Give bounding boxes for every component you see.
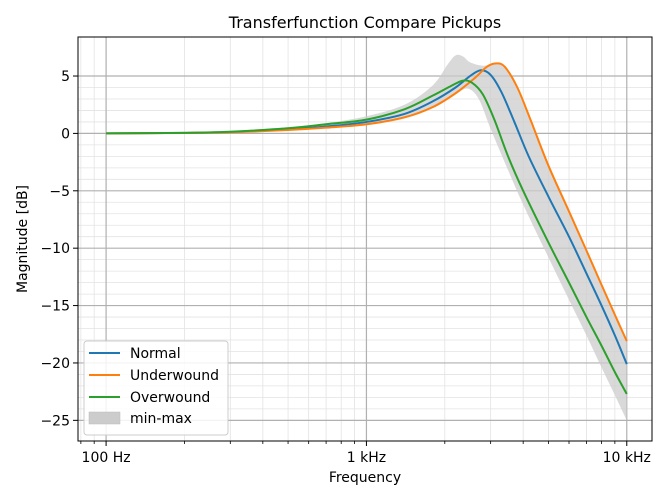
x-tick-label: 1 kHz [347,450,386,466]
legend-swatch-min-max [88,411,121,425]
x-axis-ticks: 100 Hz 1 kHz 10 kHz [80,441,651,466]
legend-box [83,340,229,436]
series-line-underwound [106,62,628,342]
series-line-overwound [106,79,628,395]
y-tick-label: −10 [40,241,70,257]
y-tick-label: −5 [49,184,70,200]
legend: Normal Underwound Overwound min-max [83,340,229,436]
series-lines [106,62,628,395]
legend-label-normal: Normal [130,346,181,362]
y-tick-label: −20 [40,356,70,372]
plot-frame [77,36,653,442]
y-axis-label: Magnitude [dB] [15,185,31,293]
legend-label-underwound: Underwound [130,368,219,384]
chart-title: Transferfunction Compare Pickups [228,13,501,32]
y-tick-label: −25 [40,413,70,429]
x-axis-label: Frequency [329,470,401,486]
legend-label-overwound: Overwound [130,390,210,406]
y-tick-label: 0 [61,126,70,142]
x-tick-label: 100 Hz [82,450,131,466]
y-tick-label: 5 [61,69,70,85]
legend-label-min-max: min-max [130,411,192,427]
y-axis-ticks: 5 0 −5 −10 −15 −20 −25 [40,69,78,429]
y-tick-label: −15 [40,299,70,315]
x-tick-label: 10 kHz [603,450,651,466]
